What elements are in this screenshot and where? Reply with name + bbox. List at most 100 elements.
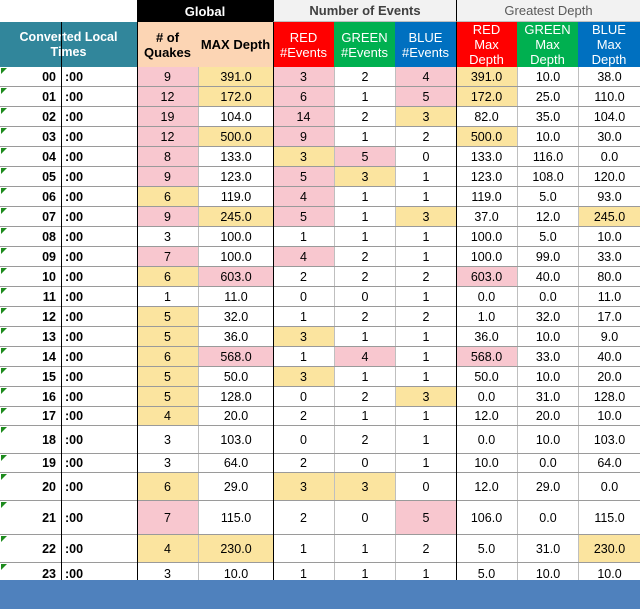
- minute-cell[interactable]: :00: [65, 369, 84, 384]
- minute-cell[interactable]: :00: [65, 309, 84, 324]
- red-max-depth-cell[interactable]: 50.0: [474, 369, 499, 384]
- blue-events-cell[interactable]: 1: [395, 167, 456, 186]
- max-depth-cell[interactable]: 500.0: [198, 127, 273, 146]
- blue-max-depth-cell[interactable]: 245.0: [578, 207, 640, 226]
- red-max-depth-cell[interactable]: 172.0: [456, 87, 517, 106]
- red-max-depth-cell[interactable]: 12.0: [474, 409, 499, 423]
- green-events-cell[interactable]: 2: [334, 247, 395, 266]
- minute-cell[interactable]: :00: [65, 541, 84, 556]
- green-max-depth-cell[interactable]: 31.0: [517, 535, 578, 562]
- red-events-cell[interactable]: 3: [273, 147, 334, 166]
- green-events-cell[interactable]: 0: [334, 454, 395, 472]
- minute-cell[interactable]: :00: [65, 329, 84, 344]
- green-events-cell[interactable]: 1: [334, 327, 395, 346]
- green-max-depth-cell[interactable]: 35.0: [517, 107, 578, 126]
- blue-max-depth-cell[interactable]: 115.0: [578, 501, 640, 534]
- max-depth-cell[interactable]: 133.0: [198, 147, 273, 166]
- blue-events-cell[interactable]: 2: [395, 127, 456, 146]
- blue-max-depth-cell[interactable]: 64.0: [578, 454, 640, 472]
- hour-cell[interactable]: 13: [0, 327, 61, 346]
- hour-cell[interactable]: 00: [0, 67, 61, 86]
- red-max-depth-cell[interactable]: 10.0: [474, 456, 499, 470]
- minute-cell[interactable]: :00: [65, 149, 84, 164]
- red-events-cell[interactable]: 0: [300, 432, 307, 447]
- hour-cell[interactable]: 22: [0, 535, 61, 562]
- max-depth-cell[interactable]: 36.0: [198, 327, 273, 346]
- red-max-depth-cell[interactable]: 500.0: [456, 127, 517, 146]
- green-max-depth-cell[interactable]: 40.0: [517, 267, 578, 286]
- green-events-cell[interactable]: 4: [334, 347, 395, 366]
- red-events-cell[interactable]: 2: [300, 409, 307, 423]
- minute-cell[interactable]: :00: [65, 389, 84, 404]
- blue-max-depth-cell[interactable]: 110.0: [578, 87, 640, 106]
- hour-cell[interactable]: 21: [0, 501, 61, 534]
- green-max-depth-cell[interactable]: 99.0: [517, 247, 578, 266]
- max-depth-cell[interactable]: 29.0: [198, 473, 273, 500]
- minute-cell[interactable]: :00: [65, 129, 84, 144]
- hour-cell[interactable]: 07: [0, 207, 61, 226]
- hour-cell[interactable]: 14: [0, 347, 61, 366]
- red-max-depth-cell[interactable]: 603.0: [456, 267, 517, 286]
- minute-cell[interactable]: :00: [65, 269, 84, 284]
- blue-events-cell[interactable]: 4: [395, 67, 456, 86]
- red-events-cell[interactable]: 3: [273, 327, 334, 346]
- minute-cell[interactable]: :00: [65, 89, 84, 104]
- green-max-depth-cell[interactable]: 25.0: [517, 87, 578, 106]
- quakes-cell[interactable]: 9: [137, 67, 198, 86]
- blue-events-cell[interactable]: 3: [395, 107, 456, 126]
- green-events-cell[interactable]: 0: [334, 501, 395, 534]
- minute-cell[interactable]: :00: [65, 510, 84, 525]
- green-events-cell[interactable]: 2: [334, 426, 395, 453]
- red-events-cell[interactable]: 1: [300, 349, 307, 364]
- green-events-cell[interactable]: 3: [334, 473, 395, 500]
- quakes-cell[interactable]: 6: [137, 187, 198, 206]
- blue-max-depth-cell[interactable]: 104.0: [578, 107, 640, 126]
- green-events-cell[interactable]: 2: [334, 387, 395, 406]
- red-events-cell[interactable]: 6: [273, 87, 334, 106]
- hour-cell[interactable]: 10: [0, 267, 61, 286]
- minute-cell[interactable]: :00: [65, 249, 84, 264]
- red-max-depth-cell[interactable]: 100.0: [470, 249, 503, 264]
- green-max-depth-cell[interactable]: 10.0: [517, 327, 578, 346]
- minute-cell[interactable]: :00: [65, 456, 84, 470]
- red-events-cell[interactable]: 5: [273, 207, 334, 226]
- red-events-cell[interactable]: 9: [273, 127, 334, 146]
- green-events-cell[interactable]: 1: [334, 87, 395, 106]
- blue-events-cell[interactable]: 1: [395, 227, 456, 246]
- green-max-depth-cell[interactable]: 31.0: [517, 387, 578, 406]
- red-max-depth-cell[interactable]: 36.0: [474, 329, 499, 344]
- green-max-depth-cell[interactable]: 10.0: [517, 563, 578, 584]
- red-max-depth-cell[interactable]: 106.0: [470, 510, 503, 525]
- red-events-cell[interactable]: 2: [300, 456, 307, 470]
- green-max-depth-cell[interactable]: 20.0: [517, 407, 578, 425]
- red-events-cell[interactable]: 0: [300, 389, 307, 404]
- quakes-cell[interactable]: 9: [137, 167, 198, 186]
- red-events-cell[interactable]: 4: [273, 187, 334, 206]
- green-max-depth-cell[interactable]: 0.0: [517, 454, 578, 472]
- blue-max-depth-cell[interactable]: 20.0: [578, 367, 640, 386]
- blue-max-depth-cell[interactable]: 17.0: [578, 307, 640, 326]
- max-depth-cell[interactable]: 32.0: [198, 307, 273, 326]
- minute-cell[interactable]: :00: [65, 229, 84, 244]
- hour-cell[interactable]: 20: [0, 473, 61, 500]
- blue-max-depth-cell[interactable]: 10.0: [578, 407, 640, 425]
- green-max-depth-cell[interactable]: 10.0: [517, 426, 578, 453]
- blue-max-depth-cell[interactable]: 0.0: [578, 473, 640, 500]
- green-events-cell[interactable]: 1: [334, 535, 395, 562]
- quakes-cell[interactable]: 5: [137, 387, 198, 406]
- quakes-cell[interactable]: 12: [137, 87, 198, 106]
- red-events-cell[interactable]: 1: [300, 309, 307, 324]
- green-events-cell[interactable]: 1: [334, 367, 395, 386]
- max-depth-cell[interactable]: 568.0: [198, 347, 273, 366]
- green-max-depth-cell[interactable]: 5.0: [517, 227, 578, 246]
- green-events-cell[interactable]: 2: [334, 267, 395, 286]
- green-max-depth-cell[interactable]: 10.0: [517, 67, 578, 86]
- red-events-cell[interactable]: 2: [300, 269, 307, 284]
- red-max-depth-cell[interactable]: 133.0: [470, 149, 503, 164]
- blue-events-cell[interactable]: 5: [395, 501, 456, 534]
- hour-cell[interactable]: 06: [0, 187, 61, 206]
- hour-cell[interactable]: 12: [0, 307, 61, 326]
- red-events-cell[interactable]: 0: [300, 289, 307, 304]
- max-depth-cell[interactable]: 115.0: [198, 501, 273, 534]
- green-max-depth-cell[interactable]: 29.0: [517, 473, 578, 500]
